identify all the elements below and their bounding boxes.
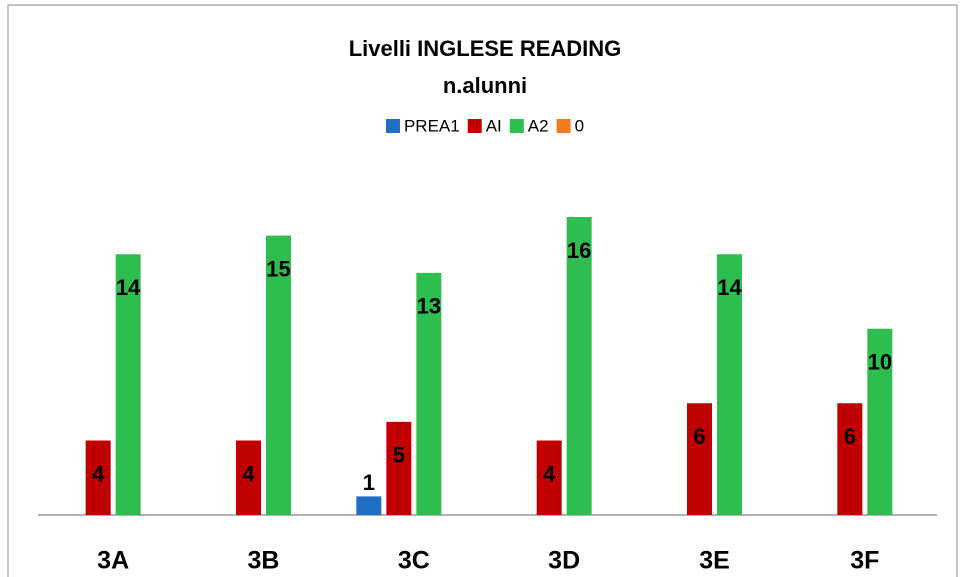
bar (236, 440, 261, 515)
x-tick-label: 3B (248, 547, 280, 575)
bar (386, 421, 412, 515)
bar (416, 272, 442, 515)
data-label: 13 (417, 294, 441, 319)
bar (85, 440, 111, 515)
data-label: 6 (693, 424, 705, 449)
legend-swatch (467, 119, 482, 133)
legend-label: A2 (528, 116, 549, 135)
legend-label: 0 (575, 116, 584, 135)
data-label: 14 (717, 275, 742, 300)
x-tick-label: 3D (548, 547, 580, 575)
bar (356, 496, 382, 515)
data-label: 5 (393, 443, 405, 468)
legend-swatch (556, 119, 571, 133)
bar (536, 440, 562, 515)
data-label: 15 (266, 256, 290, 281)
data-label: 4 (543, 461, 556, 486)
legend-label: AI (486, 116, 502, 135)
legend-swatch (509, 119, 524, 133)
data-label: 1 (363, 470, 375, 495)
data-label: 10 (868, 350, 892, 375)
x-tick-label: 3A (97, 547, 129, 575)
data-label: 4 (92, 461, 105, 486)
legend-swatch (385, 119, 400, 133)
bar (566, 217, 592, 515)
legend-label: PREA1 (404, 116, 460, 135)
data-label: 16 (567, 238, 591, 263)
chart-subtitle: n.alunni (443, 73, 527, 98)
data-label: 4 (242, 461, 255, 486)
bar (867, 328, 893, 515)
bar (837, 403, 863, 515)
x-tick-label: 3F (850, 547, 879, 575)
chart-frame (7, 4, 958, 577)
chart-title: Livelli INGLESE READING (349, 36, 622, 61)
data-label: 6 (844, 424, 856, 449)
bar (266, 235, 291, 515)
bar (717, 254, 742, 515)
x-tick-label: 3E (699, 547, 730, 575)
bar (115, 254, 141, 515)
bar (687, 403, 712, 515)
x-tick-label: 3C (398, 547, 430, 575)
data-label: 14 (116, 275, 141, 300)
